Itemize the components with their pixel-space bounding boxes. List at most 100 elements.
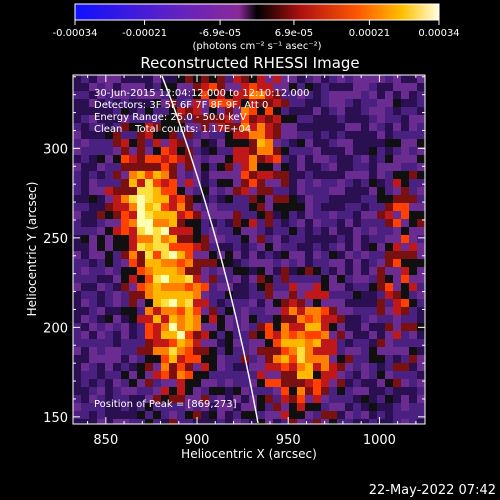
heatmap-cell: [369, 259, 378, 268]
heatmap-cell: [289, 219, 298, 228]
heatmap-cell: [169, 163, 178, 172]
heatmap-cell: [89, 339, 98, 348]
heatmap-cell: [201, 203, 210, 212]
heatmap-cell: [337, 315, 346, 324]
heatmap-cell: [225, 347, 234, 356]
heatmap-cell: [137, 139, 146, 148]
heatmap-cell: [145, 419, 154, 424]
heatmap-cell: [185, 275, 194, 284]
heatmap-cell: [241, 115, 250, 124]
heatmap-cell: [169, 411, 178, 420]
heatmap-cell: [401, 179, 410, 188]
heatmap-cell: [417, 123, 425, 132]
heatmap-cell: [361, 355, 370, 364]
heatmap-cell: [193, 299, 202, 308]
heatmap-cell: [273, 235, 282, 244]
heatmap-cell: [281, 195, 290, 204]
heatmap-cell: [305, 115, 314, 124]
heatmap-cell: [369, 179, 378, 188]
heatmap-cell: [393, 155, 402, 164]
heatmap-cell: [265, 83, 274, 92]
heatmap-cell: [129, 275, 138, 284]
heatmap-cell: [257, 371, 266, 380]
heatmap-cell: [409, 403, 418, 412]
heatmap-cell: [209, 83, 218, 92]
heatmap-cell: [273, 123, 282, 132]
heatmap-cell: [345, 411, 354, 420]
heatmap-cell: [273, 315, 282, 324]
heatmap-cell: [233, 307, 242, 316]
heatmap-cell: [369, 339, 378, 348]
heatmap-cell: [353, 115, 362, 124]
heatmap-cell: [417, 411, 425, 420]
heatmap-cell: [81, 363, 90, 372]
heatmap-cell: [321, 419, 330, 424]
x-axis-label: Heliocentric X (arcsec): [181, 447, 317, 461]
heatmap-cell: [329, 147, 338, 156]
heatmap-cell: [345, 195, 354, 204]
heatmap-cell: [177, 115, 186, 124]
heatmap-cell: [137, 411, 146, 420]
heatmap-cell: [153, 155, 162, 164]
heatmap-cell: [153, 131, 162, 140]
heatmap-cell: [225, 267, 234, 276]
heatmap-cell: [209, 339, 218, 348]
heatmap-cell: [409, 419, 418, 424]
heatmap-cell: [401, 275, 410, 284]
annotation-peak-position: Position of Peak = [869,273]: [94, 399, 237, 410]
heatmap-cell: [353, 155, 362, 164]
heatmap-cell: [241, 203, 250, 212]
heatmap-cell: [185, 75, 194, 84]
heatmap-cell: [321, 115, 330, 124]
heatmap-cell: [265, 307, 274, 316]
heatmap-cell: [193, 331, 202, 340]
heatmap-cell: [225, 379, 234, 388]
heatmap-cell: [273, 219, 282, 228]
heatmap-cell: [417, 395, 425, 404]
heatmap-cell: [121, 355, 130, 364]
heatmap-cell: [201, 107, 210, 116]
heatmap-cell: [73, 331, 82, 340]
heatmap-cell: [249, 419, 258, 424]
heatmap-cell: [265, 211, 274, 220]
heatmap-cell: [409, 171, 418, 180]
heatmap-cell: [105, 91, 114, 100]
heatmap-cell: [409, 155, 418, 164]
heatmap-cell: [377, 211, 386, 220]
heatmap-cell: [401, 267, 410, 276]
heatmap-cell: [193, 379, 202, 388]
heatmap-cell: [361, 411, 370, 420]
heatmap-cell: [257, 147, 266, 156]
heatmap-cell: [105, 387, 114, 396]
heatmap-cell: [193, 211, 202, 220]
heatmap-cell: [169, 91, 178, 100]
heatmap-cell: [137, 419, 146, 424]
heatmap-cell: [257, 347, 266, 356]
heatmap-cell: [233, 379, 242, 388]
heatmap-cell: [153, 83, 162, 92]
heatmap-cell: [129, 219, 138, 228]
heatmap-cell: [289, 259, 298, 268]
heatmap-cell: [377, 131, 386, 140]
heatmap-cell: [281, 91, 290, 100]
heatmap-cell: [233, 395, 242, 404]
heatmap-cell: [265, 323, 274, 332]
heatmap-cell: [105, 307, 114, 316]
heatmap-cell: [185, 227, 194, 236]
heatmap-cell: [177, 251, 186, 260]
heatmap-cell: [273, 83, 282, 92]
heatmap-cell: [377, 179, 386, 188]
heatmap-cell: [201, 371, 210, 380]
heatmap-cell: [265, 219, 274, 228]
heatmap-cell: [401, 155, 410, 164]
heatmap-cell: [377, 259, 386, 268]
heatmap-cell: [329, 371, 338, 380]
heatmap-cell: [257, 107, 266, 116]
heatmap-cell: [297, 291, 306, 300]
heatmap-cell: [225, 235, 234, 244]
heatmap-cell: [185, 339, 194, 348]
heatmap-cell: [249, 347, 258, 356]
heatmap-cell: [105, 107, 114, 116]
heatmap-cell: [73, 171, 82, 180]
heatmap-cell: [305, 211, 314, 220]
